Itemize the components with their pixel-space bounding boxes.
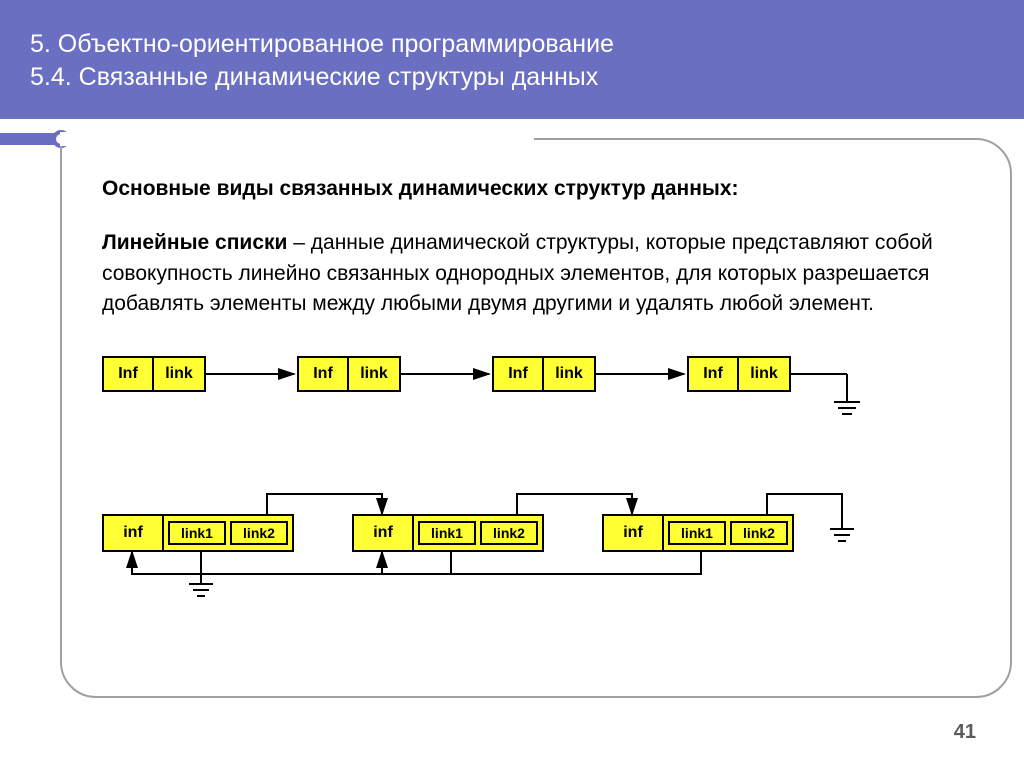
- cell-inf: Inf: [104, 358, 154, 390]
- cell-link: link: [739, 358, 789, 390]
- list-node: Inf link: [687, 356, 791, 392]
- cell-link1: link1: [668, 521, 726, 545]
- cell-link2: link2: [480, 521, 538, 545]
- cell-link2: link2: [230, 521, 288, 545]
- cell-inf: Inf: [494, 358, 544, 390]
- term-linear-lists: Линейные списки: [102, 231, 287, 254]
- cell-link: link: [154, 358, 204, 390]
- inner-cells: link1 link2: [664, 516, 792, 550]
- content-frame: Основные виды связанных динамических стр…: [60, 138, 1012, 698]
- singly-linked-list-diagram: Inf link Inf link Inf link Inf link: [102, 344, 970, 404]
- header-accent-bar: [0, 133, 60, 145]
- cell-link: link: [349, 358, 399, 390]
- list-node: Inf link: [492, 356, 596, 392]
- list-node: inf link1 link2: [352, 514, 544, 552]
- header-title-1: 5. Объектно-ориентированное программиров…: [30, 28, 994, 61]
- list-node: inf link1 link2: [602, 514, 794, 552]
- slide-header: 5. Объектно-ориентированное программиров…: [0, 0, 1024, 119]
- cell-inf: inf: [604, 516, 664, 550]
- inner-cells: link1 link2: [414, 516, 542, 550]
- list-node: inf link1 link2: [102, 514, 294, 552]
- section-heading: Основные виды связанных динамических стр…: [102, 174, 970, 204]
- page-number: 41: [954, 721, 976, 744]
- doubly-linked-list-diagram: inf link1 link2 inf link1 link2 inf link…: [102, 474, 970, 594]
- inner-cells: link1 link2: [164, 516, 292, 550]
- list-node: Inf link: [297, 356, 401, 392]
- cell-link1: link1: [168, 521, 226, 545]
- cell-link2: link2: [730, 521, 788, 545]
- header-title-2: 5.4. Связанные динамические структуры да…: [30, 61, 994, 94]
- list-node: Inf link: [102, 356, 206, 392]
- cell-link: link: [544, 358, 594, 390]
- cell-inf: Inf: [689, 358, 739, 390]
- cell-link1: link1: [418, 521, 476, 545]
- cell-inf: inf: [104, 516, 164, 550]
- definition-paragraph: Линейные списки – данные динамической ст…: [102, 228, 970, 319]
- cell-inf: Inf: [299, 358, 349, 390]
- cell-inf: inf: [354, 516, 414, 550]
